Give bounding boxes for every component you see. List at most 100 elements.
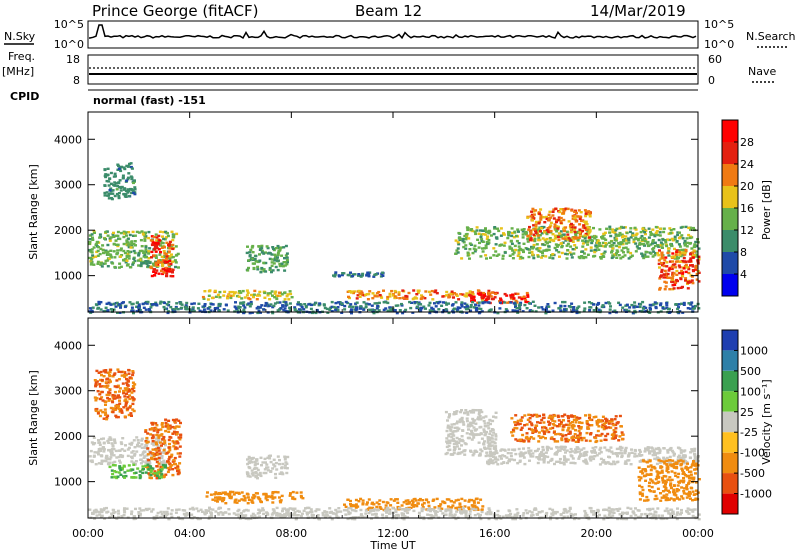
velocity-cell [659,459,663,463]
velocity-cell [300,496,303,499]
power-cell [416,291,420,294]
power-cell [154,250,158,253]
velocity-cell [102,450,106,453]
velocity-cell [246,502,250,505]
velocity-cell [255,458,259,461]
velocity-cell [473,429,477,432]
velocity-cell [613,418,617,421]
power-cell [167,263,171,266]
velocity-cell [131,402,135,406]
power-cell [351,274,355,278]
velocity-cell [178,462,182,465]
power-cell [123,232,126,235]
power-cell [539,216,543,219]
power-cell [483,301,487,304]
power-cell [330,305,334,309]
power-cell [461,239,465,243]
power-cell [499,298,503,302]
power-cell [154,262,158,265]
velocity-cell [552,438,556,441]
power-cell [273,259,277,262]
velocity-cell [125,387,129,390]
power-cell [550,238,554,242]
velocity-cell [115,396,119,399]
velocity-cell [541,435,545,439]
velocity-cell [563,413,567,416]
power-cell [138,249,142,253]
velocity-cell [553,453,557,456]
velocity-cell [551,419,555,422]
velocity-cell [648,452,652,455]
power-cell [647,236,651,239]
power-cell [126,178,130,181]
power-cell [120,165,124,169]
power-cell [538,226,542,229]
velocity-cell [216,492,220,496]
velocity-cell [166,470,170,474]
velocity-cell [534,430,538,433]
velocity-cell [245,471,249,474]
velocity-cell [624,460,628,463]
power-cell [544,255,548,258]
velocity-cell [126,407,130,411]
velocity-cell [483,447,487,450]
power-cell [463,234,467,238]
power-cell [572,236,576,239]
power-cell [694,253,698,256]
power-cell [541,237,545,240]
velocity-cell [584,458,588,461]
velocity-cell [131,370,135,373]
power-cell [487,238,491,242]
velocity-cell [685,485,689,489]
velocity-cell [178,452,182,455]
power-cell [161,259,165,262]
power-cell [661,307,665,310]
velocity-cell [641,468,645,471]
power-cell [444,308,448,311]
power-cell [279,246,283,249]
velocity-cell [176,472,180,476]
power-cell [419,309,423,312]
power-cell [275,259,279,262]
power-cell [421,295,425,299]
velocity-cell [158,441,162,444]
velocity-cell [527,437,530,440]
velocity-cell [572,418,576,421]
velocity-cell [517,447,521,451]
velocity-cell [445,429,449,433]
power-cell [91,306,95,309]
velocity-cell [111,394,115,397]
velocity-cell [686,462,689,465]
velocity-cell [488,432,492,436]
velocity-cell [531,414,535,418]
power-cell [167,250,171,253]
power-cell [107,197,111,200]
velocity-cell [107,463,111,466]
power-cell [270,264,274,267]
power-cell [282,308,286,312]
velocity-cell [569,447,573,451]
power-cell [397,291,401,294]
power-cell [521,233,525,236]
power-cell [282,246,286,249]
power-cell [641,307,645,310]
power-cell [673,283,677,286]
velocity-cell [535,424,539,427]
power-cell [532,233,536,236]
velocity-cell [660,496,664,499]
velocity-cell [536,421,539,424]
velocity-cell [529,436,533,439]
velocity-cell [126,469,130,472]
power-cell [438,300,442,304]
velocity-cell [540,418,544,422]
velocity-cell [602,427,606,431]
power-cell [427,290,431,294]
velocity-cell [646,446,650,449]
velocity-cell [146,432,150,435]
velocity-cell [175,418,179,421]
power-cell [602,232,606,236]
power-cell [127,251,131,254]
velocity-cell [278,458,281,462]
velocity-cell [247,498,251,502]
power-cell [252,266,256,270]
